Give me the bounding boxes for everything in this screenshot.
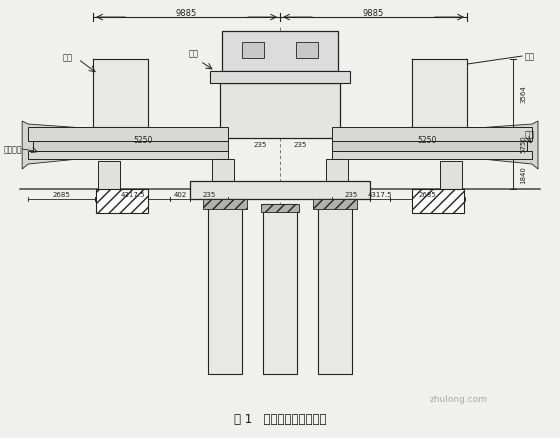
Bar [296,43,318,59]
Bar [412,60,467,128]
Bar [440,162,462,194]
Text: 4317.5: 4317.5 [368,191,393,198]
Bar [313,200,357,209]
Text: zhulong.com: zhulong.com [430,395,488,403]
Bar [96,190,148,213]
Text: 235: 235 [293,142,307,148]
Bar [261,205,299,212]
Text: 2685: 2685 [419,191,436,198]
Bar [190,182,370,200]
Text: 图 1   移动支撑系统示意图: 图 1 移动支撑系统示意图 [234,413,326,425]
Bar [93,60,148,128]
Text: 2685: 2685 [53,191,71,198]
Text: 235: 235 [254,142,267,148]
Bar [28,128,228,142]
Bar [222,32,338,72]
Bar [242,43,264,59]
Bar [212,160,234,194]
Bar [220,84,340,139]
Bar [208,200,242,374]
Text: 1840: 1840 [520,166,526,184]
Text: 小车: 小车 [525,130,535,139]
Text: 墩顶: 墩顶 [525,53,535,61]
Bar [33,142,228,152]
Bar [332,128,532,142]
Text: 4317.5: 4317.5 [120,191,145,198]
Bar [98,162,120,194]
Text: 9885: 9885 [176,8,197,18]
Bar [326,160,348,194]
Text: 235: 235 [203,191,216,198]
Bar [412,190,464,213]
Bar [203,200,247,209]
Polygon shape [22,122,98,170]
Bar [210,72,350,84]
Text: 主梁: 主梁 [62,53,72,62]
Bar [28,152,228,160]
Text: 5250: 5250 [418,135,437,144]
Text: 9885: 9885 [363,8,384,18]
Text: 402: 402 [174,191,186,198]
Text: 235: 235 [344,191,358,198]
Text: 5750: 5750 [520,135,526,152]
Bar [332,142,527,152]
Text: 横梁: 横梁 [188,49,198,58]
Bar [318,200,352,374]
Text: 3564: 3564 [520,85,526,102]
Text: 支撑托架: 支撑托架 [4,145,22,154]
Text: 5250: 5250 [133,135,152,144]
Polygon shape [462,122,538,170]
Bar [332,152,532,160]
Bar [263,205,297,374]
